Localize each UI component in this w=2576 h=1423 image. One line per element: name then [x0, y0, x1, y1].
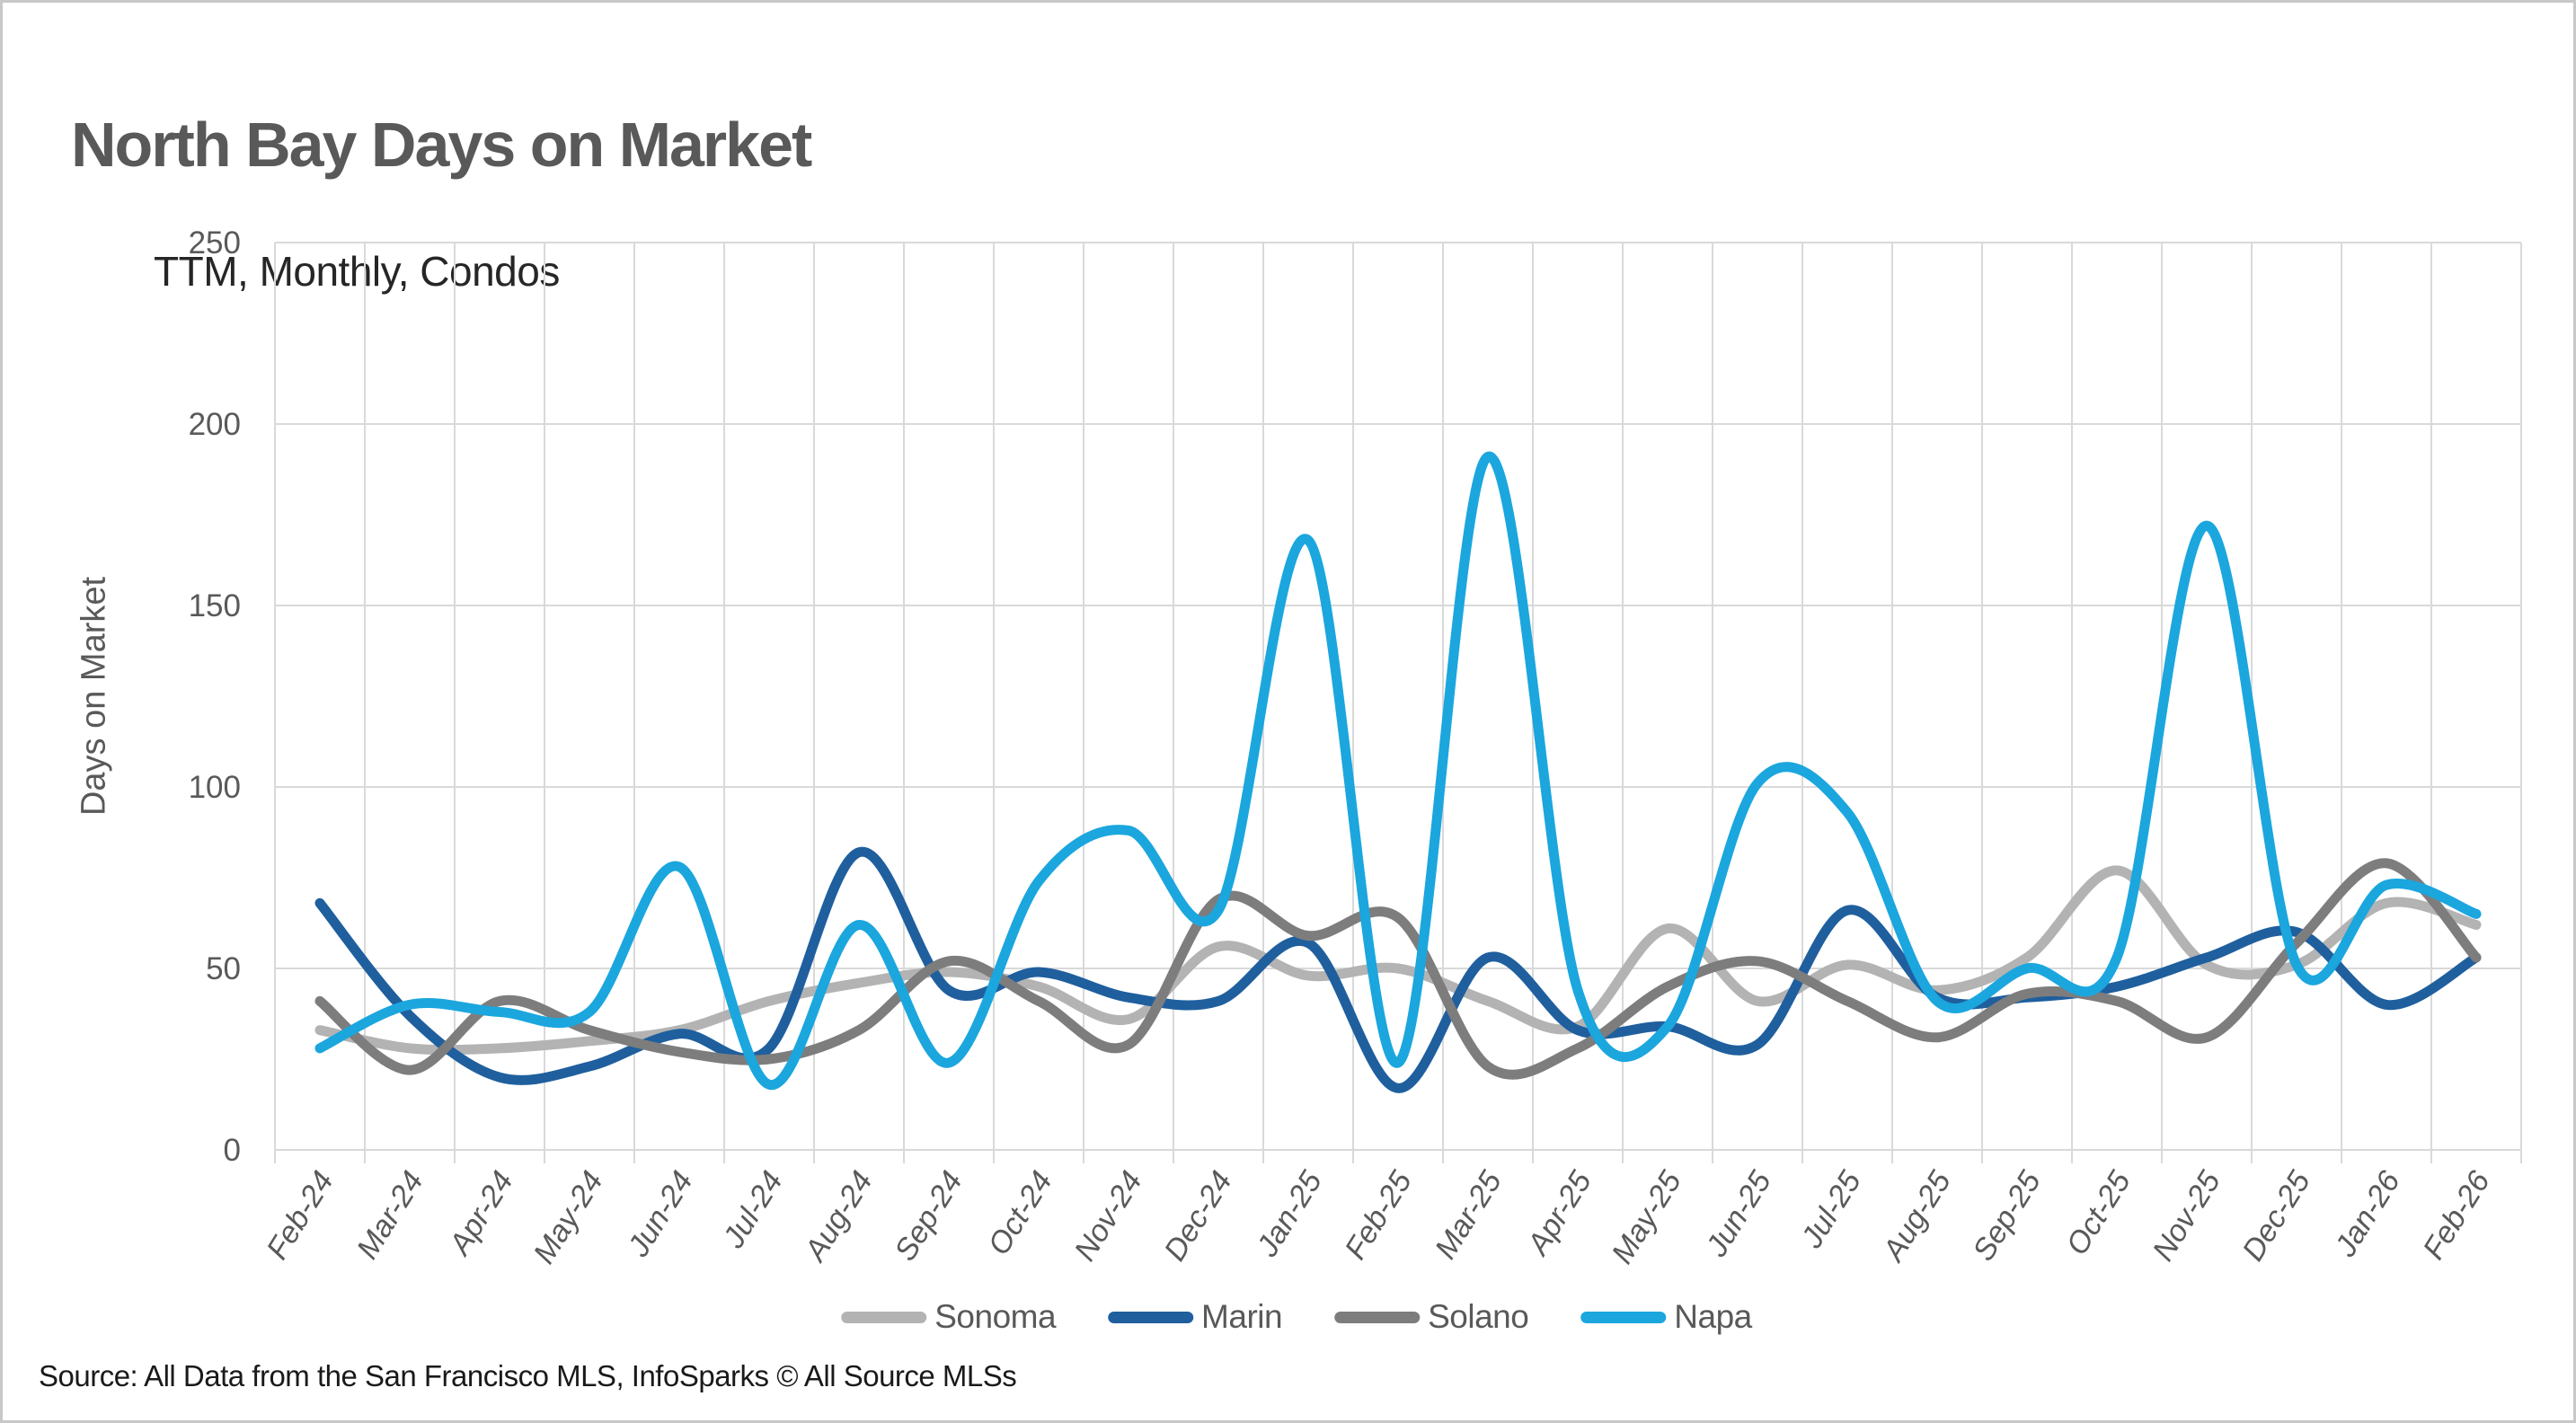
x-tick-label-Feb-25: Feb-25: [1338, 1165, 1418, 1266]
series-line-sonoma: [314, 865, 2482, 1056]
legend-label-marin: Marin: [1201, 1298, 1283, 1335]
x-tick-label-Sep-25: Sep-25: [1966, 1165, 2047, 1267]
x-tick-label-Apr-25: Apr-25: [1520, 1165, 1598, 1262]
x-tick-label-Apr-24: Apr-24: [442, 1165, 520, 1262]
x-tick-label-Jan-25: Jan-25: [1250, 1165, 1329, 1263]
x-tick-label-Jan-26: Jan-26: [2328, 1165, 2407, 1263]
x-tick-label-Dec-25: Dec-25: [2235, 1165, 2316, 1267]
source-note: Source: All Data from the San Francisco …: [39, 1359, 1017, 1392]
x-tick-label-Oct-24: Oct-24: [981, 1165, 1058, 1261]
x-tick-label-Sep-24: Sep-24: [888, 1165, 969, 1267]
legend-swatch-napa: [1580, 1311, 1667, 1323]
legend-label-sonoma: Sonoma: [934, 1298, 1057, 1335]
line-chart-plot: 0 50 100 150 200 250 Feb-24 Mar-24 Apr-24 May-24…: [189, 225, 2522, 1269]
y-tick-label-150: 150: [189, 588, 241, 623]
x-tick-label-Feb-24: Feb-24: [260, 1165, 340, 1266]
x-tick-label-Oct-25: Oct-25: [2059, 1165, 2137, 1261]
x-tick-label-May-24: May-24: [527, 1165, 609, 1269]
y-tick-label-200: 200: [189, 407, 241, 442]
x-tick-label-Nov-25: Nov-25: [2146, 1165, 2226, 1267]
y-tick-label-0: 0: [224, 1133, 241, 1168]
chart-subtitle: TTM, Monthly, Condos: [154, 248, 560, 295]
x-tick-label-Jul-24: Jul-24: [716, 1165, 790, 1255]
legend-item-napa: Napa: [1580, 1298, 1752, 1336]
y-tick-label-250: 250: [189, 225, 241, 261]
x-tick-label-May-25: May-25: [1605, 1165, 1687, 1269]
series-line-solano: [314, 858, 2482, 1080]
x-tick-label-Nov-24: Nov-24: [1067, 1165, 1148, 1267]
x-tick-label-Aug-24: Aug-24: [797, 1165, 879, 1268]
legend-label-solano: Solano: [1428, 1298, 1529, 1335]
legend-item-sonoma: Sonoma: [841, 1298, 1057, 1336]
gridlines: [274, 242, 2522, 1151]
series-lines: [314, 451, 2482, 1093]
x-tick-label-Jun-25: Jun-25: [1699, 1165, 1778, 1263]
y-tick-labels: 0 50 100 150 200 250: [189, 225, 241, 1168]
x-tick-label-Dec-24: Dec-24: [1157, 1165, 1238, 1267]
y-tick-label-50: 50: [206, 951, 241, 986]
legend-swatch-sonoma: [841, 1311, 927, 1323]
legend-swatch-marin: [1108, 1311, 1194, 1323]
x-tick-label-Jul-25: Jul-25: [1794, 1165, 1868, 1255]
x-tick-label-Feb-26: Feb-26: [2416, 1165, 2496, 1266]
legend-item-marin: Marin: [1108, 1298, 1283, 1336]
legend-swatch-solano: [1334, 1311, 1421, 1323]
x-tick-label-Mar-24: Mar-24: [350, 1165, 430, 1265]
x-tick-label-Aug-25: Aug-25: [1875, 1165, 1957, 1268]
x-tick-labels: Feb-24 Mar-24 Apr-24 May-24 Jun-24 Jul-24 Aug-…: [260, 1165, 2496, 1269]
x-tick-label-Jun-24: Jun-24: [621, 1165, 700, 1263]
y-tick-label-100: 100: [189, 770, 241, 805]
legend-label-napa: Napa: [1674, 1298, 1752, 1335]
chart-title: North Bay Days on Market: [71, 110, 812, 180]
axis-ticks: [274, 1150, 2522, 1163]
legend-item-solano: Solano: [1334, 1298, 1529, 1336]
legend: Sonoma Marin Solano Napa: [841, 1298, 1752, 1336]
x-tick-label-Mar-25: Mar-25: [1429, 1165, 1509, 1265]
series-line-napa: [314, 451, 2482, 1090]
